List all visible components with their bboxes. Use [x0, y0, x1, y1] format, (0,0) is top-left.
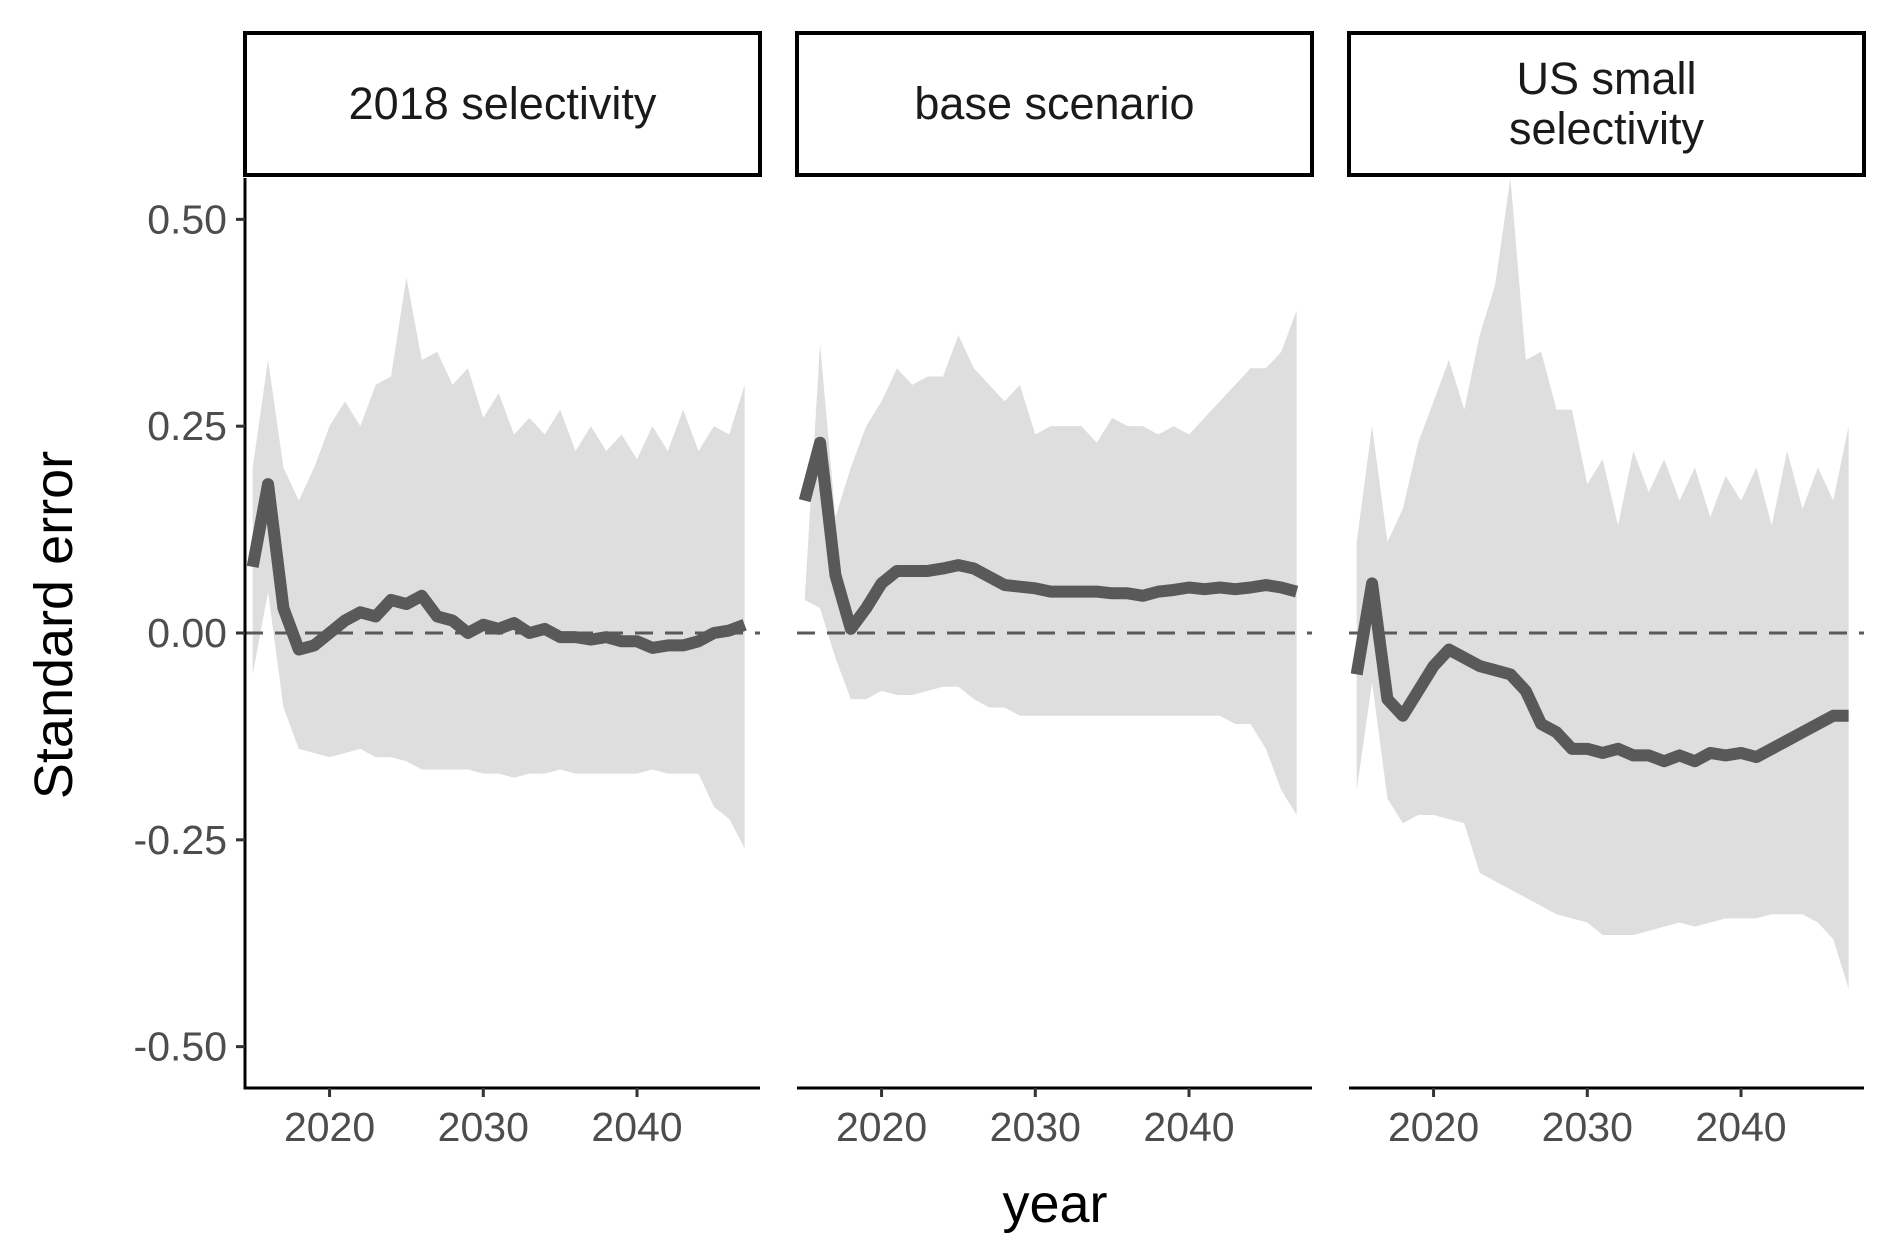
y-tick-label: 0.00	[147, 610, 227, 656]
x-tick-label: 2040	[1143, 1104, 1234, 1150]
y-tick-label: -0.25	[134, 817, 227, 863]
y-axis: 0.50 0.25 0.00 -0.25 -0.50	[134, 178, 247, 1090]
y-tick-label: -0.50	[134, 1024, 227, 1070]
x-tick-label: 2030	[990, 1104, 1081, 1150]
panel-strip-label: base scenario	[914, 78, 1194, 129]
confidence-band	[1356, 178, 1849, 989]
panel-strip-label-line: 2018 selectivity	[349, 78, 657, 129]
median-line	[246, 478, 747, 656]
panel-strip	[1347, 31, 1866, 177]
panel-strip-label-line: US small	[1516, 53, 1696, 104]
x-tick-label: 2020	[1388, 1104, 1479, 1150]
x-axis-title: year	[1002, 1174, 1107, 1234]
y-tick-label: 0.25	[147, 403, 227, 449]
panel: base scenario 2020 2030 2040	[795, 31, 1314, 1150]
panel: US small selectivity 2020 2030 2040	[1347, 31, 1866, 1150]
y-axis-title: Standard error	[24, 451, 84, 799]
panel-strip	[795, 31, 1314, 177]
panel-strip-label-line: base scenario	[914, 78, 1194, 129]
panel: 2018 selectivity 2020 2030 2040	[243, 31, 762, 1150]
median-line	[798, 436, 1299, 635]
panel-strip-label-line: selectivity	[1509, 103, 1705, 154]
panel-strip	[243, 31, 762, 177]
x-tick-label: 2030	[438, 1104, 529, 1150]
x-tick-label: 2020	[836, 1104, 927, 1150]
x-tick-label: 2040	[591, 1104, 682, 1150]
confidence-band	[804, 310, 1297, 815]
x-tick-label: 2030	[1542, 1104, 1633, 1150]
x-tick-label: 2040	[1695, 1104, 1786, 1150]
panel-strip-label: US small selectivity	[1509, 53, 1705, 154]
x-tick-label: 2020	[284, 1104, 375, 1150]
median-line	[1350, 577, 1849, 768]
y-tick-label: 0.50	[147, 196, 227, 242]
confidence-band	[252, 277, 745, 849]
panel-strip-label: 2018 selectivity	[349, 78, 657, 129]
